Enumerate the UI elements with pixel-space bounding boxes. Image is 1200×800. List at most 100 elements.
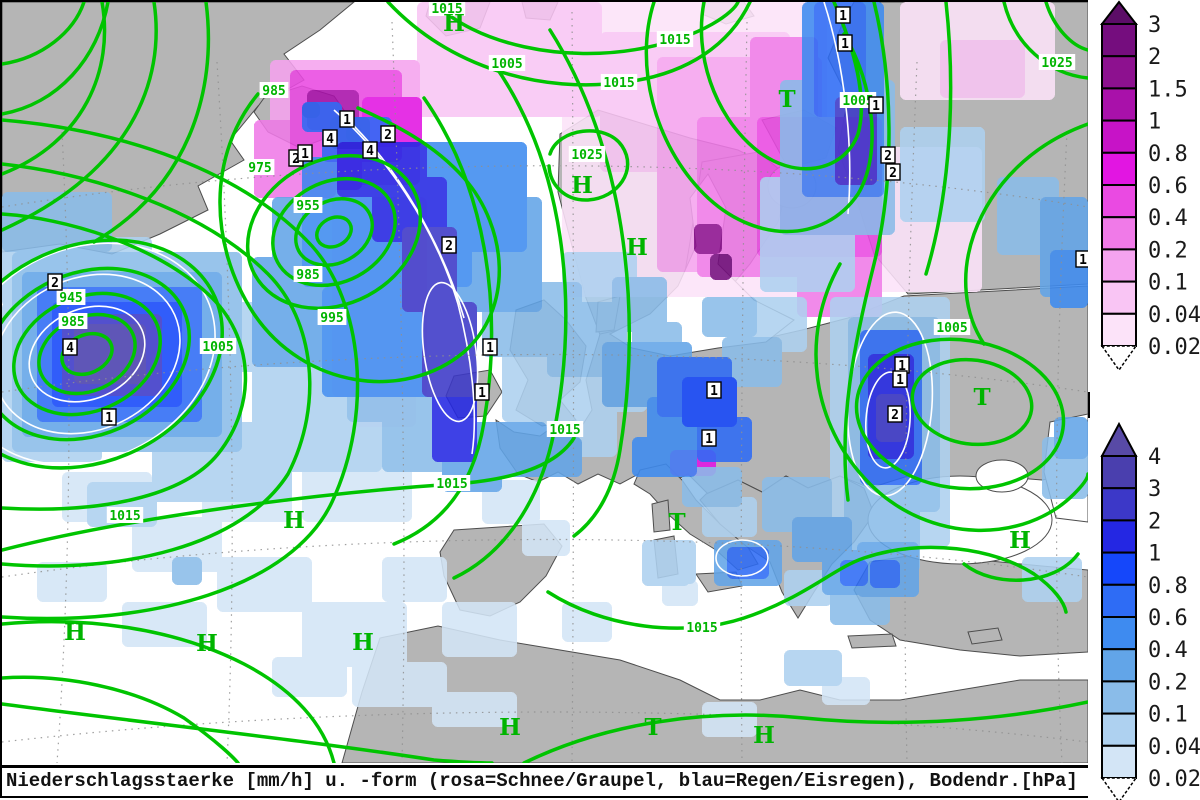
- scale-tick-label: 0.4: [1148, 206, 1188, 231]
- precip-marker-value: 1: [343, 113, 351, 128]
- precip-marker-value: 1: [896, 373, 904, 388]
- rain-patch: [172, 557, 202, 585]
- scale-box: [1101, 487, 1137, 522]
- scale-tick-label: 0.2: [1148, 670, 1188, 695]
- scale-box: [1101, 455, 1137, 490]
- rain-patch: [870, 560, 900, 588]
- scale-tick-label: 0.6: [1148, 606, 1188, 631]
- precip-marker-value: 1: [841, 37, 849, 52]
- pressure-label: 975: [248, 161, 271, 176]
- precip-marker-value: 1: [301, 147, 309, 162]
- pressure-label-box: [106, 507, 144, 523]
- scale-box: [1101, 151, 1137, 187]
- pressure-label: 1005: [202, 340, 233, 355]
- pressure-label-box: [568, 146, 606, 162]
- scale-tick-label: 1: [1148, 110, 1161, 135]
- scale-box: [1101, 184, 1137, 219]
- pressure-label: 1005: [491, 57, 522, 72]
- precip-marker-value: 2: [884, 149, 892, 164]
- scale-tick-label: 0.02: [1148, 335, 1200, 360]
- rain-patch: [784, 650, 842, 686]
- precip-marker-value: 1: [872, 99, 880, 114]
- rain-patch: [900, 127, 985, 222]
- precip-marker-box: [362, 141, 378, 159]
- rain-patch: [432, 392, 477, 462]
- precip-marker-value: 2: [445, 239, 453, 254]
- pressure-label-box: [546, 421, 584, 437]
- scale-tick-label: 1.5: [1148, 77, 1188, 102]
- scale-box: [1101, 712, 1137, 747]
- isobar-labels: 985 975 955 985 995 945 985 1005 1015 1015 1005 101…: [56, 2, 1076, 636]
- pressure-label-box: [1038, 54, 1076, 70]
- scale-tick-label: 0.04: [1148, 303, 1200, 328]
- scale-box: [1101, 280, 1137, 315]
- pressure-label-box: [245, 159, 275, 175]
- pressure-label-box: [293, 197, 323, 213]
- rain-patch: [642, 540, 690, 586]
- pressure-label: 1015: [109, 509, 140, 524]
- rain-patch: [1022, 557, 1082, 602]
- rain-patch: [632, 437, 697, 477]
- rain-patch: [562, 602, 612, 642]
- precip-marker-box: [880, 146, 896, 164]
- scale-arrow-down: [1100, 345, 1138, 372]
- rain-patch: [682, 377, 737, 427]
- rain-patch: [662, 580, 698, 606]
- high-center-H: H: [499, 714, 521, 741]
- pressure-label-box: [656, 31, 694, 47]
- rain-patch: [352, 662, 447, 707]
- pressure-label-box: [428, 2, 466, 16]
- land-corsica: [651, 499, 671, 533]
- low-center-T: T: [668, 509, 685, 536]
- high-center-H: H: [352, 629, 374, 656]
- pressure-label: 1005: [936, 321, 967, 336]
- snow-patch: [710, 254, 732, 280]
- pressure-label: 1025: [1041, 56, 1072, 71]
- precip-marker-box: [322, 129, 338, 147]
- rain-patch: [432, 692, 517, 727]
- precip-marker-value: 1: [898, 359, 906, 374]
- land-crete: [847, 633, 897, 649]
- precip-marker-value: 2: [51, 276, 59, 291]
- pressure-label-box: [683, 619, 721, 635]
- land-cyprus: [967, 627, 1003, 645]
- scale-tick-label: 0.2: [1148, 238, 1188, 263]
- rain-scale-legend: 4 3 2 1 0.8 0.6 0.4 0.2 0.1 0.04 0.02: [1088, 418, 1200, 800]
- pressure-label: 1015: [686, 621, 717, 636]
- rain-patch: [522, 520, 570, 556]
- precip-marker-value: 1: [478, 386, 486, 401]
- pressure-label: 995: [320, 311, 343, 326]
- pressure-label-box: [58, 313, 88, 329]
- scale-tick-label: 0.1: [1148, 703, 1188, 728]
- scale-tick-label: 3: [1148, 477, 1161, 502]
- pressure-label-box: [488, 55, 526, 71]
- land-north-africa: [341, 625, 1088, 763]
- scale-tick-label: 0.6: [1148, 174, 1188, 199]
- rain-patch: [122, 602, 207, 647]
- rain-patch: [302, 102, 342, 132]
- snow-patch: [694, 224, 722, 254]
- rain-patch: [382, 557, 447, 602]
- precip-marker-box: [868, 96, 884, 114]
- rain-patch: [702, 297, 757, 337]
- high-center-H: H: [196, 630, 218, 657]
- precip-marker-value: 4: [326, 132, 334, 147]
- scale-box: [1101, 519, 1137, 554]
- scale-tick-label: 0.4: [1148, 638, 1188, 663]
- scale-tick-label: 0.02: [1148, 767, 1200, 792]
- scale-box: [1101, 583, 1137, 619]
- high-center-H: H: [753, 722, 775, 749]
- scale-box: [1101, 87, 1137, 122]
- precip-marker-value: 1: [486, 341, 494, 356]
- pressure-label: 1015: [431, 2, 462, 17]
- pressure-label-box: [293, 266, 323, 282]
- scale-tick-label: 0.1: [1148, 271, 1188, 296]
- high-center-H: H: [626, 234, 648, 261]
- precip-marker-value: 4: [366, 144, 374, 159]
- precip-marker-box: [887, 405, 903, 423]
- precip-marker-box: [701, 429, 717, 447]
- scale-tick-label: 1: [1148, 542, 1161, 567]
- precip-marker-box: [706, 381, 722, 399]
- caption-text: Niederschlagsstaerke [mm/h] u. -form (ro…: [6, 770, 1078, 792]
